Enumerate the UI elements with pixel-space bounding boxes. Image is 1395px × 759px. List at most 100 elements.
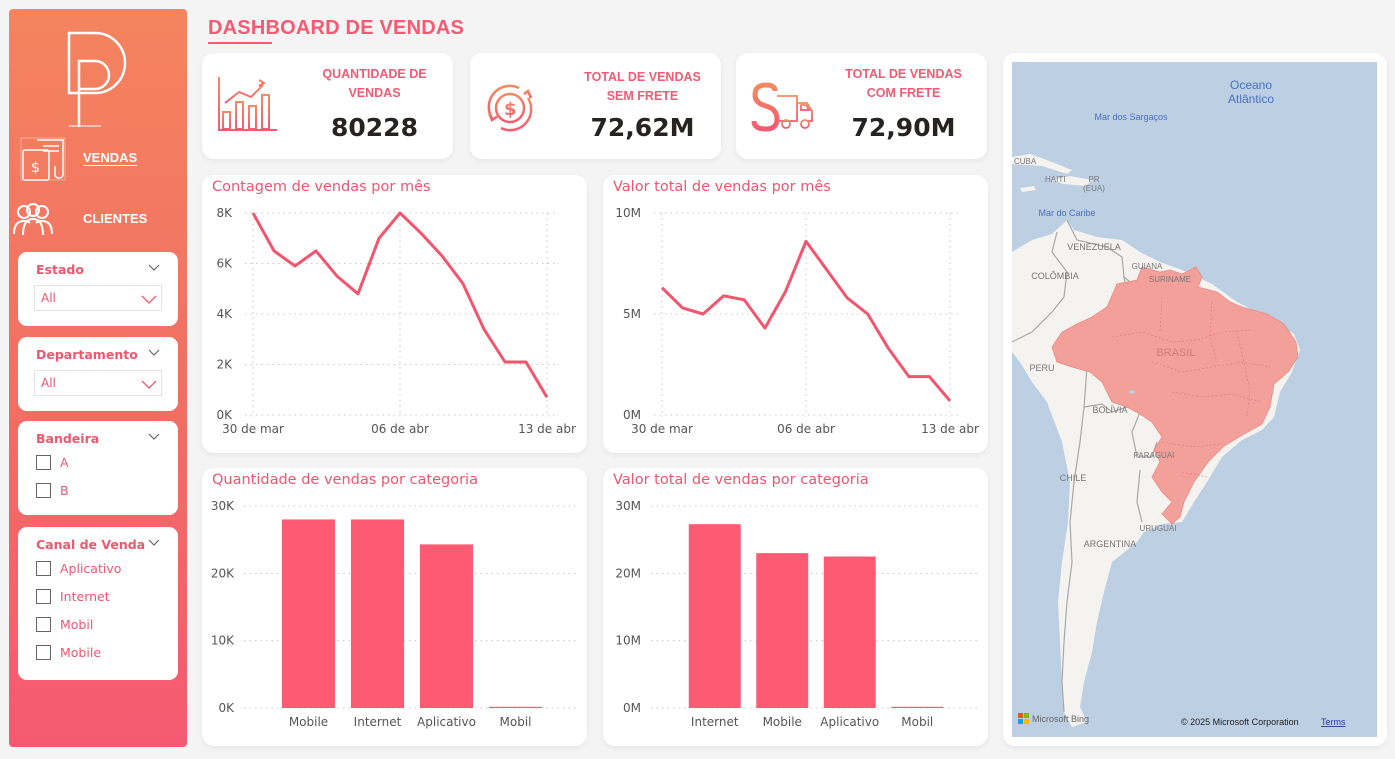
- chart-plot: 0M 10M 20M 30M Internet Mobile Aplicativo Mobil: [615, 499, 979, 729]
- y-tick-label: 0M: [623, 408, 641, 422]
- land-hispaniola: [1050, 176, 1092, 186]
- chart-plot: 0M 5M 10M 30 de mar 06 de abr 13 de abr: [615, 206, 979, 436]
- chart-title: Valor total de vendas por categoria: [613, 472, 869, 488]
- estado-dropdown[interactable]: All: [34, 285, 162, 311]
- checkbox-label: B: [60, 483, 69, 498]
- kpi-card-sem-frete: $ TOTAL DE VENDAS SEM FRETE 72,62M: [470, 53, 721, 159]
- kpi-label: TOTAL DE VENDAS SEM FRETE: [570, 68, 715, 106]
- y-tick-label: 2K: [216, 358, 233, 372]
- checkbox[interactable]: [36, 561, 51, 576]
- chart-plot: 0K 10K 20K 30K Mobile Internet Aplicativo Mobil: [211, 499, 578, 729]
- y-tick-label: 20M: [615, 566, 641, 580]
- page-title: DASHBOARD DE VENDAS: [208, 17, 465, 39]
- kpi-label-line: TOTAL DE VENDAS: [584, 70, 701, 84]
- x-tick-label: 13 de abr: [921, 422, 979, 436]
- map-labels: Oceano Atlântico Mar dos Sargaços CUBA H…: [1014, 78, 1274, 549]
- y-tick-label: 0M: [623, 701, 641, 715]
- bar-chart-valor-categoria: Valor total de vendas por categoria 0M 10…: [603, 468, 988, 746]
- y-tick-label: 8K: [216, 206, 233, 220]
- y-tick-label: 5M: [623, 307, 641, 321]
- map-canvas[interactable]: Oceano Atlântico Mar dos Sargaços CUBA H…: [1012, 62, 1377, 737]
- bar: [281, 519, 336, 708]
- x-tick-label: Internet: [691, 715, 739, 729]
- y-tick-label: 10K: [211, 634, 235, 648]
- lake: [1123, 564, 1131, 570]
- nav-label-clientes: CLIENTES: [83, 211, 148, 226]
- chevron-down-icon[interactable]: [148, 264, 160, 272]
- nav-item-clientes[interactable]: CLIENTES: [9, 197, 187, 245]
- y-tick-label: 30M: [615, 499, 641, 513]
- map-label-sargasso: Mar dos Sargaços: [1094, 112, 1168, 122]
- map[interactable]: Oceano Atlântico Mar dos Sargaços CUBA H…: [1012, 62, 1377, 737]
- map-label-caribbean: Mar do Caribe: [1038, 208, 1095, 218]
- map-label-peru: PERU: [1029, 363, 1054, 373]
- sidebar: $ VENDAS CLIENTES Estado All Departament…: [9, 9, 187, 747]
- chart-title: Quantidade de vendas por categoria: [212, 472, 478, 488]
- kpi-value: 72,62M: [590, 113, 695, 142]
- users-group-icon: [13, 203, 53, 236]
- bar-chart-quantidade-categoria: Quantidade de vendas por categoria 0K 10K…: [202, 468, 587, 746]
- checkbox[interactable]: [36, 645, 51, 660]
- nav-label-vendas: VENDAS: [83, 150, 138, 165]
- chart-title: Valor total de vendas por mês: [613, 179, 831, 195]
- svg-text:$: $: [504, 99, 517, 120]
- x-tick-label: 06 de abr: [371, 422, 429, 436]
- line-chart-valor-vendas: Valor total de vendas por mês 0M 5M 10M 30 …: [603, 175, 988, 453]
- map-label-argentina: ARGENTINA: [1084, 539, 1137, 549]
- y-tick-label: 30K: [211, 499, 235, 513]
- checkbox-label: Mobile: [60, 645, 102, 660]
- x-tick-label: Mobil: [901, 715, 933, 729]
- slicer-bandeira: Bandeira A B: [18, 421, 178, 515]
- nav-item-vendas[interactable]: $ VENDAS: [9, 136, 187, 184]
- checkbox[interactable]: [36, 589, 51, 604]
- line-chart-contagem-vendas: Contagem de vendas por mês 0K 2K 4K 6K 8K 30 …: [202, 175, 587, 453]
- map-label-venezuela: VENEZUELA: [1067, 242, 1121, 252]
- ms-logo-square: [1024, 713, 1029, 718]
- chevron-down-icon: [141, 295, 157, 304]
- map-card: Oceano Atlântico Mar dos Sargaços CUBA H…: [1003, 53, 1387, 746]
- map-label-chile: CHILE: [1060, 473, 1087, 483]
- checkbox-label: A: [60, 455, 69, 470]
- chevron-down-icon[interactable]: [148, 349, 160, 357]
- dropdown-value: All: [41, 291, 56, 305]
- map-label-pr-2: (EUA): [1083, 184, 1105, 193]
- kpi-label-line: SEM FRETE: [606, 89, 679, 103]
- land-jamaica: [1020, 186, 1036, 192]
- highlighted-country-brasil[interactable]: [1051, 266, 1299, 525]
- x-tick-label: Internet: [354, 715, 402, 729]
- slicer-title: Departamento: [36, 347, 138, 362]
- chevron-down-icon[interactable]: [148, 433, 160, 441]
- x-tick-label: 06 de abr: [777, 422, 835, 436]
- x-tick-label: 13 de abr: [518, 422, 576, 436]
- bar: [756, 553, 809, 708]
- map-label-ocean-2: Atlântico: [1228, 92, 1274, 106]
- receipt-dollar-icon: $: [20, 137, 66, 181]
- dollar-cycle-icon: $: [487, 84, 533, 132]
- map-label-cuba: CUBA: [1014, 157, 1037, 166]
- slicer-title: Bandeira: [36, 431, 100, 446]
- bar: [688, 524, 741, 708]
- x-tick-label: Mobil: [500, 715, 532, 729]
- bar: [891, 706, 944, 708]
- checkbox[interactable]: [36, 455, 51, 470]
- lake: [1129, 390, 1135, 394]
- terms-link[interactable]: Terms: [1321, 717, 1346, 727]
- chevron-down-icon[interactable]: [148, 539, 160, 547]
- kpi-value: 72,90M: [851, 113, 956, 142]
- y-tick-label: 10M: [615, 634, 641, 648]
- map-label-haiti: HAITI: [1045, 175, 1065, 184]
- bar: [488, 706, 543, 708]
- y-tick-label: 6K: [216, 257, 233, 271]
- checkbox-label: Internet: [60, 589, 110, 604]
- y-tick-label: 0K: [218, 701, 235, 715]
- map-label-paraguai: PARAGUAI: [1134, 451, 1175, 460]
- map-label-suriname: SURINAME: [1149, 275, 1191, 284]
- bing-label: Microsoft Bing: [1032, 714, 1089, 724]
- dollar-truck-icon: [751, 80, 813, 135]
- checkbox[interactable]: [36, 617, 51, 632]
- departamento-dropdown[interactable]: All: [34, 370, 162, 396]
- title-underline: [208, 42, 272, 44]
- kpi-label-line: COM FRETE: [866, 86, 941, 100]
- checkbox[interactable]: [36, 483, 51, 498]
- x-tick-label: Aplicativo: [820, 715, 879, 729]
